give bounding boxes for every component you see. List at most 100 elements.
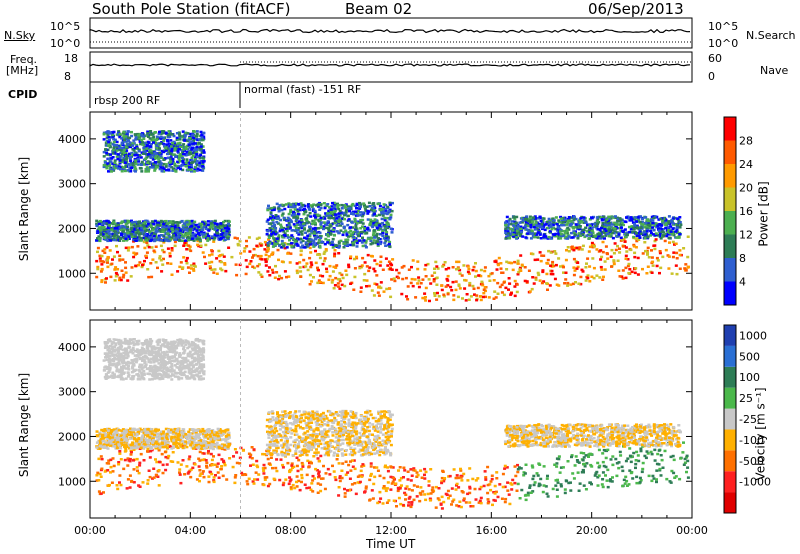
echo-cell — [359, 218, 363, 222]
echo-cell — [597, 234, 601, 238]
echo-cell — [295, 269, 299, 273]
echo-cell — [199, 145, 203, 148]
echo-cell — [346, 243, 350, 247]
echo-cell — [513, 294, 517, 298]
echo-cell — [136, 156, 140, 159]
echo-cell — [677, 235, 681, 238]
echo-cell — [634, 246, 638, 249]
echo-cell — [643, 226, 647, 229]
echo-cell — [641, 267, 644, 271]
echo-cell — [610, 248, 614, 252]
echo-cell — [665, 234, 669, 238]
echo-cell — [640, 222, 644, 226]
echo-cell — [101, 249, 105, 253]
echo-cell — [525, 280, 529, 283]
echo-cell — [361, 222, 365, 225]
echo-cell — [201, 251, 205, 254]
echo-cell — [595, 274, 599, 277]
echo-cell — [223, 262, 227, 265]
echo-cell — [376, 244, 380, 247]
echo-cell — [184, 161, 188, 165]
echo-cell — [353, 275, 357, 279]
echo-cell — [142, 137, 146, 140]
echo-cell — [130, 134, 134, 138]
echo-cell — [455, 260, 459, 264]
echo-cell — [345, 231, 349, 235]
echo-cell — [410, 265, 413, 269]
echo-cell — [643, 241, 647, 244]
echo-cell — [614, 248, 618, 252]
echo-cell — [393, 482, 397, 486]
echo-cell — [570, 245, 574, 248]
echo-cell — [103, 161, 107, 164]
echo-cell — [308, 486, 311, 489]
echo-cell — [164, 163, 168, 166]
echo-cell — [153, 169, 157, 172]
echo-cell — [370, 236, 374, 240]
echo-cell — [106, 258, 109, 262]
echo-cell — [156, 164, 160, 167]
echo-cell — [588, 245, 592, 249]
echo-cell — [605, 218, 609, 221]
echo-cell — [349, 256, 352, 260]
echo-cell — [276, 207, 280, 210]
echo-cell — [652, 216, 656, 220]
echo-cell — [173, 240, 177, 244]
echo-cell — [389, 268, 393, 271]
echo-cell — [599, 231, 603, 234]
echo-cell — [102, 221, 106, 225]
echo-cell — [565, 249, 568, 252]
echo-cell — [536, 258, 540, 261]
echo-cell — [163, 149, 166, 152]
echo-cell — [179, 227, 183, 231]
echo-cell — [442, 500, 446, 504]
echo-cell — [596, 484, 600, 487]
echo-cell — [419, 469, 423, 472]
echo-cell — [362, 202, 366, 205]
echo-cell — [276, 215, 280, 218]
echo-cell — [342, 246, 346, 249]
echo-cell — [119, 168, 122, 171]
echo-cell — [588, 224, 592, 227]
echo-cell — [293, 213, 297, 216]
echo-cell — [366, 227, 369, 230]
echo-cell — [387, 225, 391, 228]
echo-cell — [295, 226, 298, 229]
echo-cell — [584, 221, 588, 224]
echo-cell — [146, 160, 150, 163]
echo-cell — [495, 477, 499, 480]
echo-cell — [481, 283, 485, 287]
echo-cell — [467, 267, 471, 271]
echo-cell — [318, 208, 322, 211]
echo-cell — [353, 267, 357, 270]
echo-cell — [109, 160, 113, 163]
echo-cell — [140, 170, 144, 173]
echo-cell — [222, 255, 226, 258]
echo-cell — [312, 203, 316, 206]
echo-cell — [480, 282, 484, 285]
echo-cell — [129, 159, 133, 163]
echo-cell — [332, 233, 336, 237]
echo-cell — [316, 213, 320, 217]
echo-cell — [576, 226, 580, 229]
echo-cell — [276, 248, 280, 252]
echo-cell — [112, 234, 116, 238]
echo-cell — [120, 269, 124, 272]
echo-cell — [102, 150, 106, 154]
echo-cell — [383, 224, 387, 228]
echo-cell — [298, 266, 302, 269]
echo-cell — [267, 234, 271, 237]
echo-cell — [100, 279, 104, 282]
echo-cell — [653, 448, 657, 452]
echo-cell — [407, 268, 411, 271]
echo-cell — [379, 281, 383, 284]
echo-cell — [106, 239, 110, 243]
echo-cell — [110, 262, 114, 266]
echo-cell — [444, 285, 448, 288]
echo-cell — [260, 275, 264, 278]
echo-cell — [377, 294, 381, 297]
echo-cell — [196, 167, 200, 170]
echo-cell — [190, 156, 194, 159]
echo-cell — [322, 252, 326, 255]
echo-cell — [318, 256, 322, 260]
